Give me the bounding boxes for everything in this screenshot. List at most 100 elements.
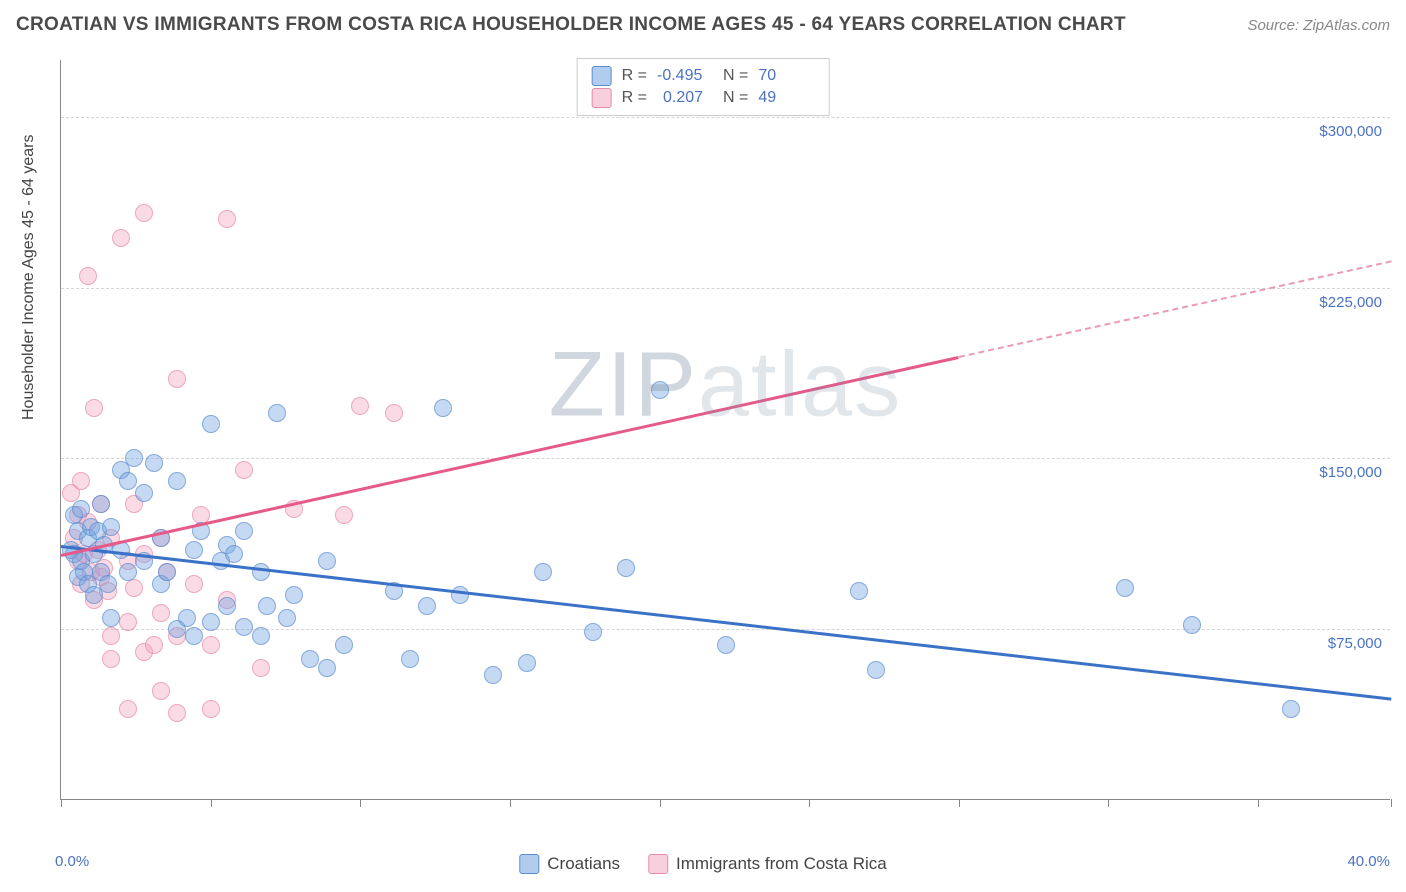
correlation-legend: R = -0.495 N = 70 R = 0.207 N = 49	[577, 58, 830, 116]
correlation-row-pink: R = 0.207 N = 49	[592, 87, 815, 109]
y-axis-tick-label: $150,000	[1319, 464, 1382, 481]
x-axis-tick	[1108, 799, 1109, 807]
scatter-point	[119, 563, 137, 581]
legend-item-blue: Croatians	[519, 854, 620, 874]
legend-label-pink: Immigrants from Costa Rica	[676, 854, 887, 874]
scatter-point	[451, 586, 469, 604]
x-axis-tick	[1258, 799, 1259, 807]
chart-title: CROATIAN VS IMMIGRANTS FROM COSTA RICA H…	[16, 14, 1126, 36]
scatter-point	[125, 449, 143, 467]
y-axis-tick-label: $75,000	[1328, 635, 1382, 652]
n-value-pink: 49	[758, 89, 814, 107]
scatter-point	[119, 472, 137, 490]
scatter-point	[135, 484, 153, 502]
n-value-blue: 70	[758, 67, 814, 85]
y-axis-tick-label: $300,000	[1319, 123, 1382, 140]
scatter-point	[92, 495, 110, 513]
scatter-point	[584, 623, 602, 641]
x-axis-tick	[211, 799, 212, 807]
scatter-point	[72, 500, 90, 518]
n-label: N =	[723, 67, 748, 85]
y-axis-tick-label: $225,000	[1319, 294, 1382, 311]
scatter-point	[119, 613, 137, 631]
scatter-point	[301, 650, 319, 668]
watermark: ZIPatlas	[549, 333, 902, 438]
scatter-point	[418, 597, 436, 615]
scatter-point	[152, 604, 170, 622]
scatter-point	[1282, 700, 1300, 718]
x-axis-tick	[809, 799, 810, 807]
scatter-point	[434, 399, 452, 417]
scatter-point	[252, 563, 270, 581]
scatter-point	[1116, 579, 1134, 597]
scatter-point	[218, 597, 236, 615]
gridline-h	[61, 458, 1390, 459]
scatter-point	[158, 563, 176, 581]
scatter-point	[252, 659, 270, 677]
r-label: R =	[622, 67, 647, 85]
x-axis-tick	[660, 799, 661, 807]
scatter-point	[278, 609, 296, 627]
scatter-point	[518, 654, 536, 672]
swatch-pink-icon	[592, 88, 612, 108]
x-axis-tick	[959, 799, 960, 807]
scatter-point	[102, 518, 120, 536]
scatter-point	[102, 627, 120, 645]
scatter-point	[235, 522, 253, 540]
scatter-point	[168, 472, 186, 490]
scatter-point	[484, 666, 502, 684]
scatter-point	[225, 545, 243, 563]
scatter-point	[717, 636, 735, 654]
x-axis-max-label: 40.0%	[1347, 853, 1390, 870]
scatter-point	[351, 397, 369, 415]
y-axis-title: Householder Income Ages 45 - 64 years	[20, 135, 38, 421]
scatter-point	[252, 627, 270, 645]
title-row: CROATIAN VS IMMIGRANTS FROM COSTA RICA H…	[16, 14, 1390, 36]
scatter-point	[185, 627, 203, 645]
r-label: R =	[622, 89, 647, 107]
scatter-point	[185, 575, 203, 593]
scatter-point	[235, 618, 253, 636]
scatter-point	[99, 575, 117, 593]
x-axis-tick	[61, 799, 62, 807]
plot-area: ZIPatlas $75,000 $150,000 $225,000 $300,000	[60, 60, 1390, 800]
scatter-point	[145, 636, 163, 654]
r-value-blue: -0.495	[657, 67, 713, 85]
watermark-atlas: atlas	[698, 334, 902, 436]
scatter-point	[178, 609, 196, 627]
gridline-h	[61, 117, 1390, 118]
scatter-point	[79, 267, 97, 285]
scatter-point	[651, 381, 669, 399]
scatter-point	[145, 454, 163, 472]
correlation-row-blue: R = -0.495 N = 70	[592, 65, 815, 87]
scatter-point	[72, 472, 90, 490]
scatter-point	[185, 541, 203, 559]
scatter-point	[534, 563, 552, 581]
series-legend: Croatians Immigrants from Costa Rica	[519, 854, 886, 874]
scatter-point	[318, 552, 336, 570]
scatter-point	[850, 582, 868, 600]
scatter-point	[202, 613, 220, 631]
scatter-point	[102, 609, 120, 627]
scatter-point	[152, 682, 170, 700]
scatter-point	[285, 586, 303, 604]
r-value-pink: 0.207	[657, 89, 713, 107]
scatter-point	[102, 650, 120, 668]
n-label: N =	[723, 89, 748, 107]
x-axis-min-label: 0.0%	[55, 853, 89, 870]
scatter-point	[135, 204, 153, 222]
scatter-point	[202, 636, 220, 654]
chart-container: CROATIAN VS IMMIGRANTS FROM COSTA RICA H…	[0, 0, 1406, 892]
scatter-point	[85, 399, 103, 417]
x-axis-tick	[1391, 799, 1392, 807]
scatter-point	[318, 659, 336, 677]
trend-line	[61, 356, 959, 557]
legend-item-pink: Immigrants from Costa Rica	[648, 854, 887, 874]
scatter-point	[258, 597, 276, 615]
scatter-point	[125, 579, 143, 597]
scatter-point	[235, 461, 253, 479]
scatter-point	[268, 404, 286, 422]
scatter-point	[202, 700, 220, 718]
scatter-point	[112, 229, 130, 247]
scatter-point	[335, 506, 353, 524]
